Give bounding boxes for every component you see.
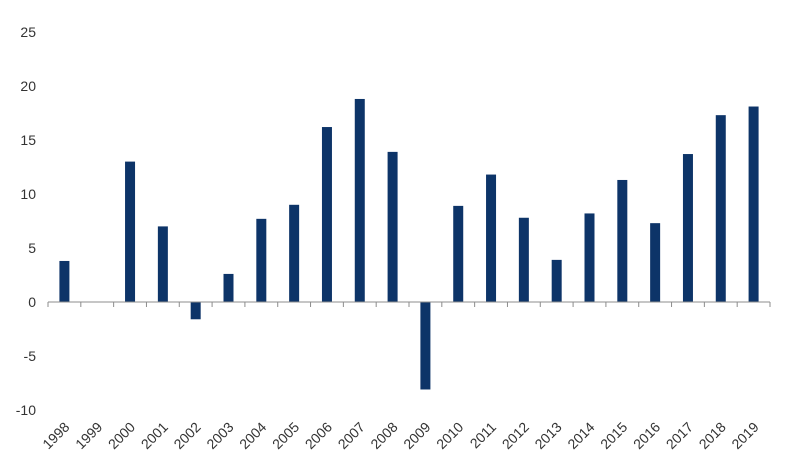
bar-2015 [617,179,628,302]
x-tick-label: 2005 [269,419,302,452]
y-tick-label: 15 [20,132,36,148]
x-tick-label: 2019 [728,419,761,452]
y-tick-label: -10 [16,402,36,418]
x-tick-label: 1999 [72,419,105,452]
bar-2006 [321,127,332,302]
y-tick-label: 5 [28,240,36,256]
bar-2009 [420,302,431,390]
x-tick-label: 2000 [105,419,138,452]
y-tick-label: 25 [20,24,36,40]
x-tick-label: 2017 [663,419,696,452]
x-tick-label: 2003 [203,419,236,452]
bar-2000 [125,161,136,302]
x-tick-label: 2016 [630,419,663,452]
bar-2017 [682,154,693,302]
bar-2003 [223,273,234,302]
x-tick-label: 2015 [597,419,630,452]
x-tick-label: 2007 [335,419,368,452]
x-tick-label: 2008 [367,419,400,452]
bar-2005 [289,204,300,302]
x-tick-label: 2001 [138,419,171,452]
x-tick-label: 2014 [564,419,597,452]
x-tick-label: 2012 [499,419,532,452]
bar-2013 [551,259,562,302]
x-tick-label: 2006 [302,419,335,452]
x-tick-label: 2002 [170,419,203,452]
bar-2001 [157,226,168,302]
bar-2018 [715,115,726,302]
bar-2012 [518,217,529,302]
x-tick-label: 2009 [400,419,433,452]
bar-2007 [354,98,365,303]
y-tick-label: 10 [20,186,36,202]
bar-2016 [650,223,661,302]
bar-2014 [584,213,595,302]
bars-group [59,98,759,390]
bar-2011 [486,174,497,302]
y-tick-label: 0 [28,294,36,310]
x-tick-label: 2010 [433,419,466,452]
bar-2004 [256,218,267,302]
x-tick-label: 2018 [696,419,729,452]
bar-2002 [190,302,201,320]
bar-2008 [387,151,398,302]
bar-2010 [453,205,464,302]
y-tick-label: 20 [20,78,36,94]
bar-1998 [59,260,70,302]
x-tick-label: 2011 [467,419,500,452]
x-tick-label: 2013 [531,419,564,452]
x-tick-label: 1998 [39,419,72,452]
x-axis: 1998 1999 2000 2001 2002 2003 2004 2005 2006 2007… [39,302,771,452]
y-axis: 25 20 15 10 5 0 -5 -10 [16,24,36,418]
y-tick-label: -5 [24,348,37,364]
x-tick-label: 2004 [236,419,269,452]
bar-2019 [748,106,759,303]
